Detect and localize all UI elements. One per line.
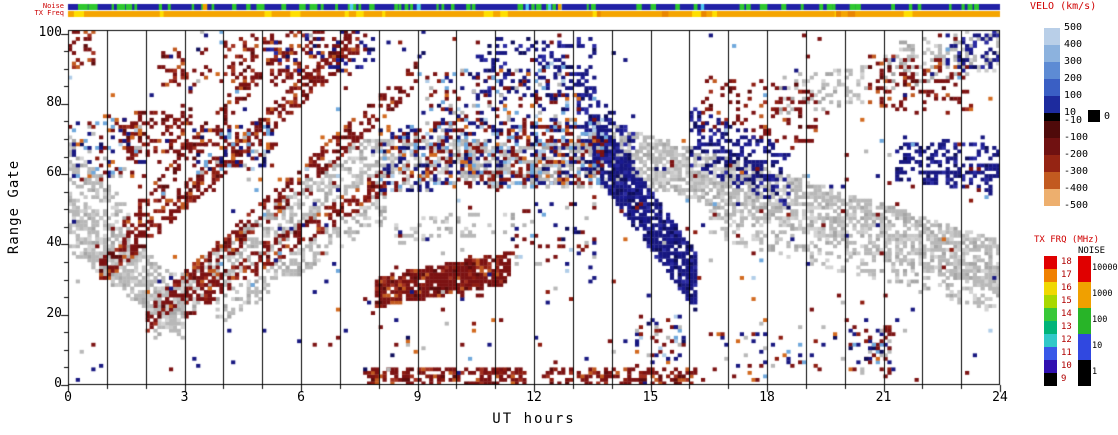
x-tick-label: 3 (180, 390, 189, 405)
velocity-colorbar-segment (1044, 172, 1060, 189)
velocity-colorbar-tick: -200 (1064, 149, 1089, 160)
txfrq-colorbar-segment (1044, 373, 1057, 386)
x-tick-label: 6 (297, 390, 305, 405)
velocity-colorbar-tick: -400 (1064, 183, 1089, 194)
noise-colorbar-tick: 10 (1092, 341, 1103, 351)
txfrq-colorbar-title: TX FRQ (MHz) (1034, 235, 1100, 245)
x-axis-label: UT hours (492, 411, 576, 427)
velocity-colorbar-segment (1044, 121, 1060, 138)
zero-velocity-label: 0 (1104, 111, 1111, 122)
velocity-colorbar-tick: 10 (1064, 107, 1077, 118)
txfrq-colorbar-segment (1044, 308, 1057, 321)
txfrq-colorbar-segment (1044, 334, 1057, 347)
noise-colorbar-tick: 10000 (1092, 263, 1118, 273)
velocity-colorbar-segment (1044, 155, 1060, 172)
txfrq-colorbar (1044, 256, 1057, 386)
txfrq-colorbar-tick: 11 (1061, 348, 1072, 358)
txfrq-colorbar-tick: 18 (1061, 257, 1072, 267)
y-tick-label: 20 (46, 305, 62, 321)
x-tick-label: 15 (642, 390, 659, 405)
txfrq-colorbar-tick: 13 (1061, 322, 1072, 332)
txfrq-colorbar-segment (1044, 347, 1057, 360)
x-tick-label: 24 (992, 390, 1008, 405)
y-tick-label: 40 (46, 235, 62, 251)
noise-colorbar-segment (1078, 308, 1091, 334)
velocity-colorbar-segment (1044, 62, 1060, 79)
velocity-colorbar (1044, 28, 1060, 206)
txfrq-colorbar-tick: 9 (1061, 374, 1067, 384)
y-tick-label: 60 (46, 165, 62, 181)
y-tick-label: 80 (46, 94, 62, 110)
txfrq-colorbar-segment (1044, 256, 1057, 269)
txfrq-colorbar-segment (1044, 269, 1057, 282)
noise-colorbar-title: NOISE (1078, 246, 1106, 256)
noise-colorbar (1078, 256, 1091, 386)
x-tick-label: 18 (759, 390, 775, 405)
txfrq-colorbar-tick: 15 (1061, 296, 1072, 306)
y-axis-label: Range Gate (6, 159, 22, 255)
noise-colorbar-segment (1078, 256, 1091, 282)
velocity-colorbar-tick: -300 (1064, 166, 1089, 177)
x-tick-label: 0 (64, 390, 72, 405)
txfrq-colorbar-segment (1044, 295, 1057, 308)
noise-colorbar-tick: 100 (1092, 315, 1108, 325)
noise-colorbar-segment (1078, 360, 1091, 386)
x-tick-label: 12 (526, 390, 542, 405)
y-tick-label: 100 (38, 24, 62, 40)
velocity-colorbar-tick: 200 (1064, 73, 1083, 84)
velocity-colorbar-tick: 400 (1064, 39, 1083, 50)
txfrq-colorbar-tick: 10 (1061, 361, 1072, 371)
noise-colorbar-tick: 1000 (1092, 289, 1113, 299)
txfrq-colorbar-segment (1044, 321, 1057, 334)
noise-strip-label: Noise (42, 2, 64, 10)
velocity-colorbar-segment (1044, 45, 1060, 62)
velocity-colorbar-tick: 100 (1064, 90, 1083, 101)
noise-colorbar-segment (1078, 334, 1091, 360)
velocity-colorbar-tick: -10 (1064, 115, 1083, 126)
x-tick-label: 21 (875, 390, 892, 405)
txfrq-colorbar-tick: 16 (1061, 283, 1072, 293)
velocity-colorbar-segment (1044, 28, 1060, 45)
velocity-colorbar-tick: 300 (1064, 56, 1083, 67)
velocity-colorbar-segment (1044, 96, 1060, 113)
txfrq-colorbar-segment (1044, 360, 1057, 373)
txfrq-colorbar-segment (1044, 282, 1057, 295)
txfrq-colorbar-tick: 17 (1061, 270, 1072, 280)
zero-velocity-box (1088, 110, 1100, 122)
velocity-colorbar-segment (1044, 189, 1060, 206)
y-tick-label: 0 (54, 376, 62, 391)
txfrq-colorbar-tick: 12 (1061, 335, 1072, 345)
noise-colorbar-segment (1078, 282, 1091, 308)
velocity-colorbar-zero-segment (1044, 113, 1060, 121)
x-tick-label: 9 (413, 390, 422, 405)
velocity-colorbar-tick: -100 (1064, 132, 1089, 143)
noise-colorbar-tick: 1 (1092, 367, 1098, 377)
velocity-colorbar-tick: 500 (1064, 22, 1083, 33)
txfreq-strip-label: TX Freq (34, 9, 64, 17)
velocity-colorbar-segment (1044, 138, 1060, 155)
txfrq-colorbar-tick: 14 (1061, 309, 1072, 319)
velocity-colorbar-tick: -500 (1064, 200, 1089, 211)
velocity-colorbar-segment (1044, 79, 1060, 96)
velocity-colorbar-title: VELO (km/s) (1030, 1, 1097, 12)
